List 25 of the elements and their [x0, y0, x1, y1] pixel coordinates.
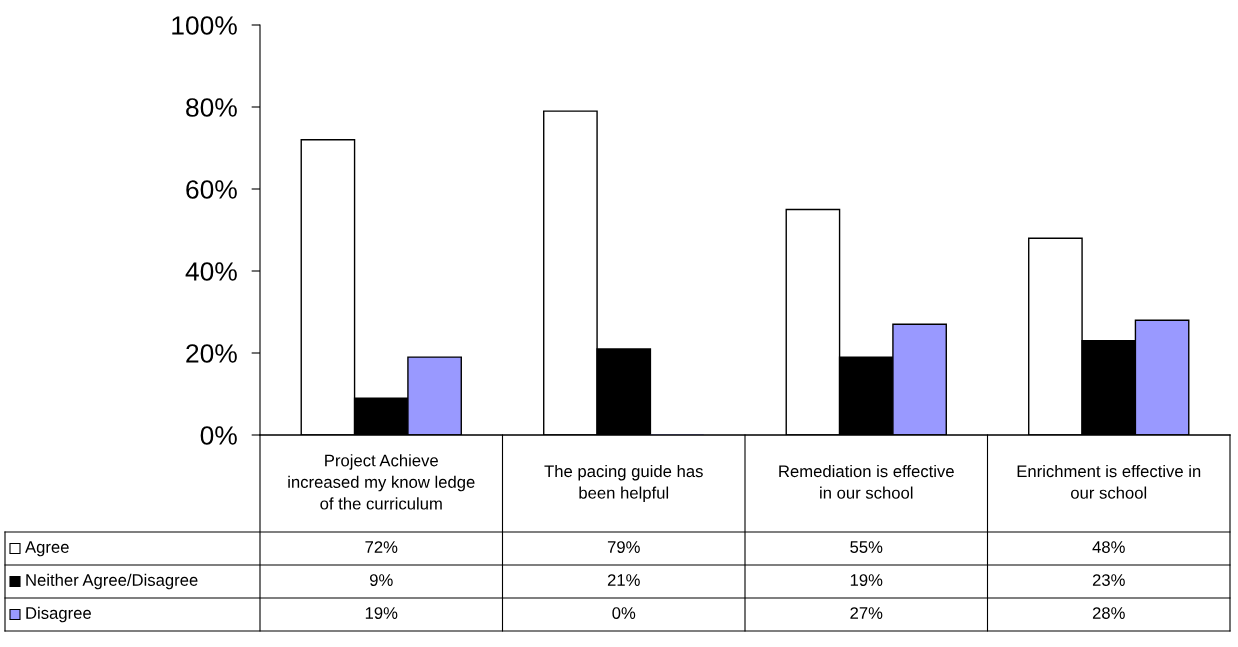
y-tick-label: 60%	[186, 180, 237, 199]
x-tick-label: Remediation is effective in our school	[779, 464, 954, 499]
data-label: 79%	[607, 541, 640, 553]
data-label: 19%	[365, 607, 398, 619]
data-label: 72%	[365, 541, 398, 553]
legend-label: Agree	[25, 541, 69, 557]
x-tick-label: The pacing guide has been helpful	[544, 464, 703, 503]
data-label: 23%	[1092, 574, 1125, 586]
legend-label: Disagree	[26, 606, 91, 623]
data-label: 55%	[850, 541, 883, 553]
data-label: 28%	[1092, 607, 1125, 619]
legend-label: Neither Agree/Disagree	[26, 573, 198, 590]
y-tick-label: 80%	[186, 98, 237, 117]
data-label: 27%	[850, 607, 883, 619]
data-label: 48%	[1092, 541, 1125, 553]
y-tick-label: 0%	[200, 426, 237, 445]
data-label: 9%	[369, 574, 393, 586]
y-tick-label: 20%	[186, 344, 237, 363]
data-label: 19%	[850, 574, 883, 586]
data-label: 0%	[612, 607, 636, 619]
data-label: 21%	[607, 574, 640, 586]
y-tick-label: 40%	[185, 262, 237, 281]
x-tick-label: Project Achieve increased my know ledge of the curriculum	[288, 454, 475, 510]
y-tick-label: 100%	[172, 16, 237, 35]
x-tick-label: Enrichment is effective in our school	[1017, 464, 1201, 499]
